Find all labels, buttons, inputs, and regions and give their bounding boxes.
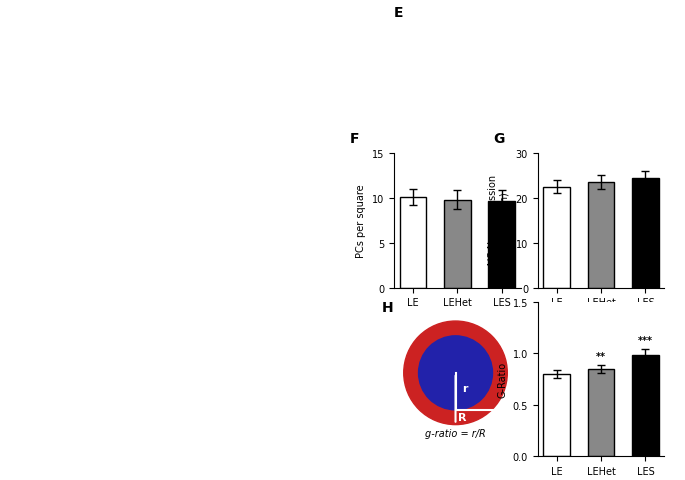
Text: ***: ***: [638, 336, 653, 346]
Text: E: E: [393, 6, 403, 20]
Text: D: D: [4, 408, 15, 422]
Y-axis label: AIS Naᵥ expression
length (μm): AIS Naᵥ expression length (μm): [488, 175, 510, 267]
Text: G: G: [493, 132, 505, 146]
Y-axis label: PCs per square: PCs per square: [356, 184, 366, 258]
Text: B: B: [4, 168, 14, 182]
Text: r: r: [462, 384, 467, 394]
Bar: [543, 187, 570, 288]
Circle shape: [419, 336, 493, 410]
Bar: [632, 356, 659, 456]
Bar: [543, 374, 570, 456]
Text: A: A: [4, 10, 14, 24]
Text: F: F: [349, 132, 359, 146]
Bar: [632, 178, 659, 288]
Bar: [588, 369, 614, 456]
Circle shape: [403, 322, 508, 425]
Text: C: C: [4, 298, 14, 312]
Text: **: **: [596, 351, 606, 361]
Bar: [588, 183, 614, 288]
Text: H: H: [382, 300, 393, 314]
Bar: [444, 200, 471, 288]
Bar: [488, 201, 515, 288]
Bar: [399, 197, 426, 288]
Text: R: R: [458, 412, 466, 422]
Text: g-ratio = r/R: g-ratio = r/R: [425, 428, 486, 438]
Y-axis label: G-Ratio: G-Ratio: [497, 361, 507, 397]
